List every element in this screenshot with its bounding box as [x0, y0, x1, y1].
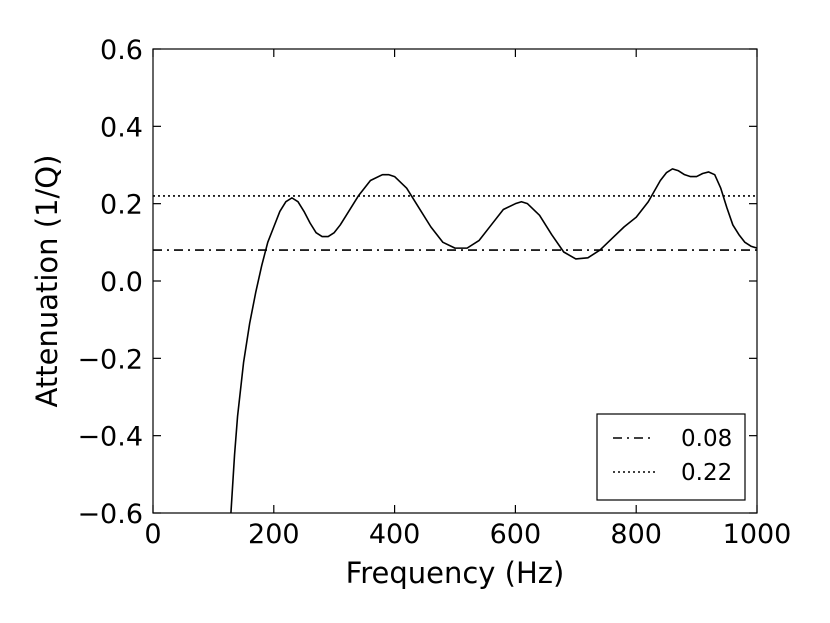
y-tick-label: 0.2	[100, 190, 143, 221]
axes-layer: 0 200 400 600 800 1000 −0.6 −0.4 −0.2 0.0 0.2 0.4 0.…	[77, 35, 791, 550]
y-axis-title: Attenuation (1/Q)	[30, 155, 64, 408]
x-axis-title: Frequency (Hz)	[346, 556, 565, 590]
y-tick-label: −0.6	[77, 499, 143, 530]
x-tick-label: 0	[144, 519, 161, 550]
attenuation-curve	[230, 168, 757, 513]
x-tick-label: 1000	[723, 519, 792, 550]
y-tick-label: −0.4	[77, 422, 143, 453]
x-tick-label: 200	[248, 519, 300, 550]
x-tick-label: 600	[490, 519, 542, 550]
y-tick-label: 0.0	[100, 267, 143, 298]
y-tick-label: 0.4	[100, 112, 143, 143]
series-layer	[153, 168, 757, 513]
legend-label: 0.22	[681, 460, 732, 486]
y-tick-label: 0.6	[100, 35, 143, 66]
legend: 0.08 0.22	[596, 413, 746, 501]
x-tick-label: 800	[610, 519, 662, 550]
y-tick-label: −0.2	[77, 344, 143, 375]
legend-label: 0.08	[681, 426, 732, 452]
x-tick-label: 400	[369, 519, 421, 550]
axis-labels: Frequency (Hz) Attenuation (1/Q)	[30, 155, 564, 590]
legend-box	[596, 413, 746, 501]
